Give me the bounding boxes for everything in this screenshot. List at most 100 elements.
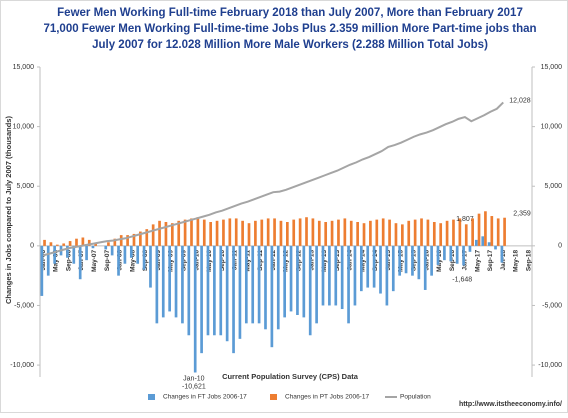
chart-title: Fewer Men Working Full-time February 201… [57,7,523,19]
bar [139,231,142,246]
y-axis-title: Changes in Jobs compared to July 2007 (t… [4,116,13,304]
bar [401,224,404,246]
bar [251,245,255,324]
bar [142,245,146,270]
bar [445,220,449,246]
bar [283,245,286,318]
bar [183,219,187,246]
y2-tick-label: 10,000 [541,123,563,130]
y-tick-label: 5,000 [16,183,34,190]
x-tick-label: Sep-12 [295,249,302,271]
bar [75,238,78,246]
bar [475,239,478,246]
bar [413,219,417,246]
x-tick-label: May-12 [283,249,290,271]
bar [215,220,219,246]
bar [264,245,267,330]
x-tick-label: May-17 [474,249,481,271]
bar [91,245,95,249]
bar [276,245,280,330]
bar [66,245,69,258]
bar [369,220,372,246]
bar [430,245,433,276]
bar [85,245,88,261]
bar [200,245,203,354]
bar [225,245,229,342]
bar [136,245,140,264]
data-label-date: Jan-10 [183,375,205,382]
x-tick-label: May-14 [359,249,366,271]
legend-label: Changes in FT Jobs 2006-17 [163,394,247,401]
bar [359,245,363,292]
bar [334,245,338,306]
bar [324,222,328,246]
x-tick-label: Sep-10 [219,249,226,271]
bar [168,245,171,312]
x-tick-label: Sep-09 [180,249,187,271]
bar [449,245,453,262]
bar [68,241,72,246]
x-tick-label: Jan-14 [347,249,354,270]
bar [161,245,165,318]
bar [420,218,423,246]
x-tick-label: Sep-08 [142,249,149,271]
bar [311,218,315,246]
data-label: -10,621 [182,383,206,390]
x-tick-label: May-16 [436,249,443,271]
bar [113,238,117,246]
bar [43,239,46,246]
bar [394,223,398,246]
data-label: 12,028 [509,97,531,104]
legend-label: Population [400,394,431,401]
bar [321,245,325,306]
x-tick-label: Sep-13 [334,249,341,271]
bar [181,245,184,324]
x-tick-label: Sep-17 [487,249,494,271]
bar [129,245,133,258]
bar [155,245,159,324]
bar [170,223,174,246]
x-tick-label: May-06 [53,249,60,271]
bar [273,218,276,246]
bar [78,245,82,280]
y2-tick-label: 0 [558,243,562,250]
x-tick-label: Sep-06 [65,249,72,271]
y-tick-label: -5,000 [14,302,34,309]
bar [423,245,427,290]
x-tick-label: Jan-12 [270,249,277,270]
bar [174,245,178,318]
x-tick-label: May-09 [168,249,175,271]
bar [62,243,66,246]
bar [343,218,347,246]
x-tick-label: Jan-16 [423,249,430,270]
bar [340,245,344,310]
bar [356,222,359,246]
bar [232,245,235,354]
bar [372,245,376,288]
bar [158,220,161,246]
bar [353,245,357,306]
bar [398,245,402,276]
bar [247,223,251,246]
bar [257,245,261,324]
bar [107,242,110,246]
bar [490,216,494,246]
bar [132,233,136,246]
bar [443,245,446,261]
bar [193,245,197,373]
bar [500,245,504,263]
bar [503,217,506,246]
bar [426,219,430,246]
legend-swatch [148,394,155,400]
bar [289,245,293,312]
bar [123,245,127,264]
x-tick-label: Jan-11 [232,249,239,270]
bar [46,245,50,276]
y2-tick-label: -5,000 [542,302,562,309]
bar [254,220,257,246]
line [42,101,504,257]
chart-title: 71,000 Fewer Men Working Full-time-time … [43,23,536,35]
bar [55,244,59,246]
data-label: -1,648 [452,276,472,283]
bar [206,245,210,336]
